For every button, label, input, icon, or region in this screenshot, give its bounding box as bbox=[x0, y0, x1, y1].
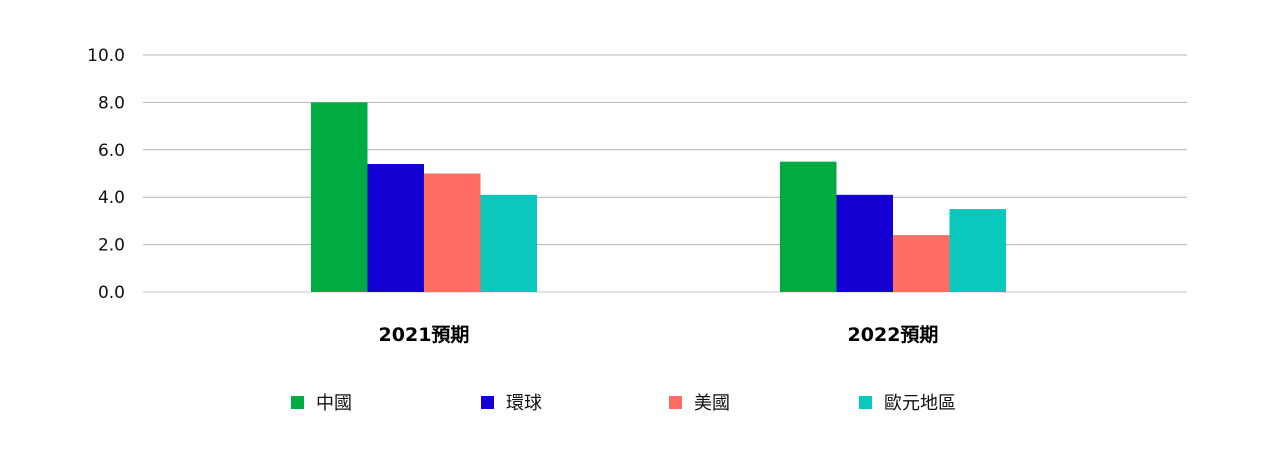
legend-swatch bbox=[669, 396, 682, 409]
legend-swatch bbox=[291, 396, 304, 409]
bar bbox=[424, 173, 481, 292]
legend-swatch bbox=[481, 396, 494, 409]
y-axis-ticks: 0.0 2.0 4.0 6.0 8.0 10.0 bbox=[87, 46, 125, 303]
bar bbox=[836, 194, 893, 292]
y-tick-label: 8.0 bbox=[98, 93, 125, 113]
bars bbox=[311, 102, 1006, 293]
bar bbox=[949, 209, 1006, 292]
bar bbox=[893, 235, 950, 292]
legend-label: 歐元地區 bbox=[884, 393, 956, 414]
legend: 中國 環球 美國 歐元地區 bbox=[291, 393, 956, 414]
category-label: 2022預期 bbox=[848, 324, 939, 346]
y-tick-label: 6.0 bbox=[98, 141, 125, 161]
bar bbox=[311, 102, 368, 293]
bar bbox=[367, 164, 424, 292]
y-tick-label: 0.0 bbox=[98, 283, 125, 303]
category-label: 2021預期 bbox=[379, 324, 470, 346]
y-tick-label: 2.0 bbox=[98, 236, 125, 256]
category-labels: 2021預期 2022預期 bbox=[379, 324, 939, 346]
gridlines bbox=[143, 54, 1187, 293]
bar bbox=[480, 194, 537, 292]
y-tick-label: 10.0 bbox=[87, 46, 125, 66]
legend-label: 中國 bbox=[316, 393, 352, 414]
bar bbox=[780, 161, 837, 292]
legend-label: 環球 bbox=[506, 393, 542, 414]
y-tick-label: 4.0 bbox=[98, 188, 125, 208]
legend-label: 美國 bbox=[694, 393, 730, 414]
legend-swatch bbox=[859, 396, 872, 409]
